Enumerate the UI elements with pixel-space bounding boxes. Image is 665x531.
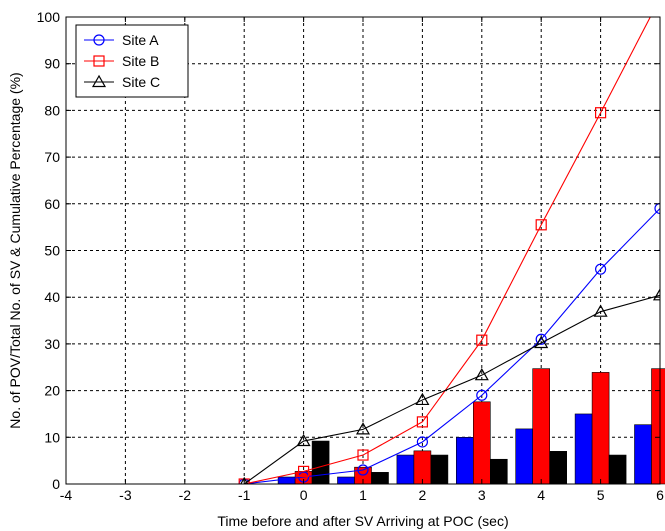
bar-site-b	[651, 368, 665, 485]
bar-site-a	[337, 476, 355, 485]
bar-site-a	[574, 413, 593, 485]
x-tick-label: 6	[656, 487, 664, 503]
marker-site-a	[654, 202, 660, 215]
bar-site-c	[608, 454, 627, 485]
marker-site-c	[474, 367, 489, 381]
marker-site-b	[594, 107, 607, 119]
y-tick-label: 70	[44, 149, 60, 165]
y-axis-label: No. of POV/Total No. of SV & Cumulative …	[7, 72, 23, 428]
y-tick-label: 80	[44, 102, 60, 118]
bar-site-b	[472, 401, 491, 485]
legend-marker-site-b	[93, 55, 105, 67]
bars	[277, 368, 665, 485]
x-tick-label: 0	[300, 487, 308, 503]
marker-site-a	[594, 263, 607, 275]
marker-site-b	[416, 416, 428, 428]
marker-site-a	[416, 436, 428, 448]
marker-site-c	[240, 476, 249, 484]
legend-label-site-c: Site C	[122, 74, 160, 90]
marker-site-c	[415, 392, 430, 406]
x-tick-label: 4	[537, 487, 545, 503]
bar-site-c	[489, 458, 508, 485]
x-ticks: -4 -3 -2 -1 0 1 2 3 4 5 6	[60, 17, 664, 503]
marker-site-b	[476, 334, 488, 346]
line-site-b	[244, 17, 651, 484]
line-site-c	[243, 294, 660, 484]
legend-label-site-b: Site B	[122, 53, 159, 69]
bar-site-c	[311, 440, 330, 485]
x-tick-label: 2	[419, 487, 427, 503]
marker-site-c	[593, 304, 608, 317]
x-tick-label: 3	[478, 487, 486, 503]
legend-marker-site-a	[93, 34, 105, 46]
y-tick-label: 0	[52, 476, 60, 492]
y-tick-label: 100	[37, 9, 61, 25]
y-ticks: 0 10 20 30 40 50 60 70 80 90 100	[37, 9, 660, 492]
y-tick-label: 50	[44, 243, 60, 259]
legend-label-site-a: Site A	[122, 32, 159, 48]
marker-site-b	[357, 449, 369, 461]
x-tick-label: -4	[60, 487, 73, 503]
y-tick-label: 30	[44, 336, 60, 352]
marker-site-a	[357, 464, 369, 476]
y-tick-label: 90	[44, 56, 60, 72]
x-tick-label: 1	[359, 487, 367, 503]
marker-site-a	[535, 333, 547, 345]
x-tick-label: -1	[238, 487, 251, 503]
marker-site-c	[652, 288, 660, 301]
bar-site-c	[430, 454, 449, 485]
x-axis-label: Time before and after SV Arriving at POC…	[217, 513, 508, 529]
x-tick-label: -2	[179, 487, 192, 503]
bar-site-c	[371, 472, 389, 485]
marker-site-b	[298, 465, 310, 477]
line-site-a	[244, 208, 660, 484]
legend-marker-site-c	[91, 74, 107, 88]
marker-site-c	[534, 335, 549, 349]
y-tick-label: 40	[44, 289, 60, 305]
marker-site-c	[296, 433, 311, 447]
marker-site-a	[476, 389, 488, 401]
bar-site-a	[455, 436, 474, 485]
bar-site-a	[515, 428, 534, 485]
bar-site-a	[396, 454, 415, 485]
bar-site-b	[532, 368, 551, 485]
x-tick-label: -3	[119, 487, 132, 503]
y-tick-label: 60	[44, 196, 60, 212]
y-tick-label: 10	[44, 429, 60, 445]
bar-site-c	[549, 451, 568, 485]
legend: Site A Site B Site C	[75, 24, 189, 98]
marker-site-b	[535, 219, 547, 231]
bar-site-b	[591, 372, 610, 485]
bar-site-a	[634, 424, 652, 485]
marker-site-c	[355, 422, 371, 435]
y-tick-label: 20	[44, 383, 60, 399]
lines	[238, 0, 665, 484]
marker-site-b	[655, 0, 665, 3]
x-tick-label: 5	[597, 487, 605, 503]
